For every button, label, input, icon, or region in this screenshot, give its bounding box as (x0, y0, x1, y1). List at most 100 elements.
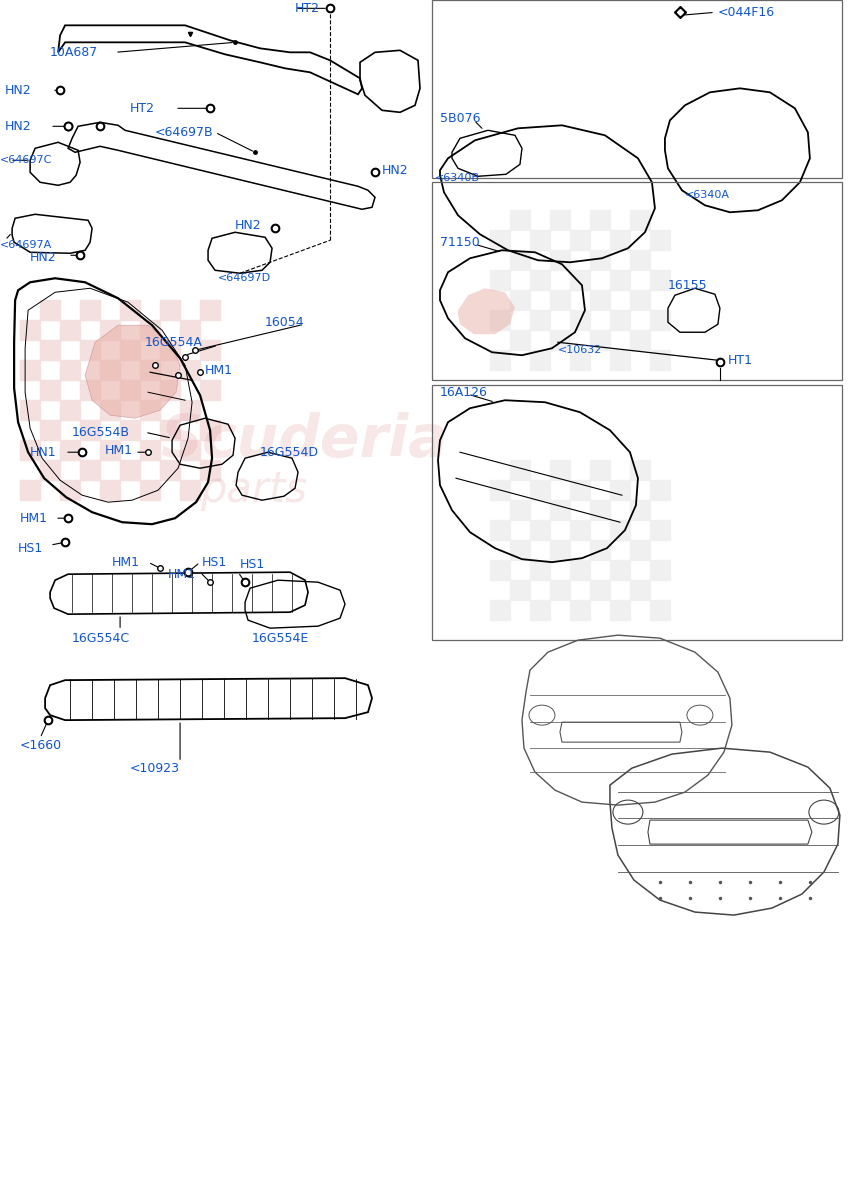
Text: HN2: HN2 (5, 84, 31, 97)
Bar (570, 230, 590, 251)
Bar (140, 401, 160, 420)
Text: 16G554D: 16G554D (260, 445, 319, 458)
Text: <044F16: <044F16 (718, 6, 775, 19)
Bar (590, 290, 610, 311)
Bar (650, 270, 670, 290)
Text: Scuderia: Scuderia (160, 412, 448, 469)
Bar (200, 341, 220, 360)
Bar (530, 520, 550, 540)
Bar (40, 341, 60, 360)
Bar (40, 461, 60, 480)
Bar (630, 461, 650, 480)
Text: HN2: HN2 (235, 218, 261, 232)
Bar (610, 311, 630, 330)
Bar (40, 300, 60, 320)
Text: <64697C: <64697C (0, 155, 53, 166)
Bar (160, 341, 180, 360)
Bar (550, 210, 570, 230)
Text: <64697A: <64697A (0, 240, 53, 251)
Bar (200, 380, 220, 401)
Bar (610, 350, 630, 371)
Bar (20, 440, 40, 461)
Bar (180, 360, 200, 380)
Bar (490, 270, 510, 290)
Bar (120, 300, 140, 320)
Bar (160, 461, 180, 480)
Bar (650, 480, 670, 500)
Bar (610, 520, 630, 540)
Bar (530, 230, 550, 251)
Bar (120, 461, 140, 480)
Bar (510, 461, 530, 480)
Text: HM1: HM1 (205, 364, 233, 377)
Text: 16155: 16155 (668, 278, 707, 292)
Bar (630, 580, 650, 600)
Bar (60, 320, 80, 341)
Bar (140, 440, 160, 461)
Bar (140, 320, 160, 341)
Bar (100, 320, 120, 341)
Bar (630, 500, 650, 520)
Bar (20, 360, 40, 380)
Text: HS1: HS1 (18, 541, 43, 554)
Bar (490, 560, 510, 580)
Bar (610, 560, 630, 580)
Bar (140, 360, 160, 380)
Bar (650, 230, 670, 251)
Bar (160, 300, 180, 320)
Text: 16G554B: 16G554B (72, 426, 130, 439)
Bar (490, 350, 510, 371)
Bar (20, 320, 40, 341)
Text: 10A687: 10A687 (50, 46, 99, 59)
Bar (610, 270, 630, 290)
Bar (200, 461, 220, 480)
Bar (120, 380, 140, 401)
Bar (650, 520, 670, 540)
Bar (432, 385, 842, 640)
Text: <64697B: <64697B (155, 126, 214, 139)
Bar (570, 311, 590, 330)
Bar (630, 251, 650, 270)
Text: 16054: 16054 (265, 316, 305, 329)
Bar (530, 350, 550, 371)
Bar (100, 440, 120, 461)
Bar (530, 270, 550, 290)
Text: HT2: HT2 (130, 102, 155, 115)
Text: <6340B: <6340B (435, 173, 480, 184)
Bar (510, 580, 530, 600)
Bar (80, 300, 100, 320)
Bar (510, 210, 530, 230)
Bar (610, 230, 630, 251)
Bar (120, 420, 140, 440)
Bar (530, 311, 550, 330)
Bar (550, 461, 570, 480)
Bar (570, 480, 590, 500)
Text: HN2: HN2 (30, 251, 57, 264)
Bar (200, 420, 220, 440)
Text: 71150: 71150 (440, 235, 480, 248)
Bar (140, 480, 160, 500)
Text: HN2: HN2 (382, 163, 408, 176)
Text: HT1: HT1 (728, 354, 753, 367)
Bar (20, 401, 40, 420)
Bar (432, 0, 842, 179)
Bar (180, 401, 200, 420)
Text: HS1: HS1 (202, 556, 227, 569)
Bar (510, 540, 530, 560)
Text: <1660: <1660 (20, 739, 62, 751)
Bar (60, 401, 80, 420)
Bar (160, 420, 180, 440)
Bar (650, 350, 670, 371)
Bar (100, 401, 120, 420)
Bar (100, 360, 120, 380)
Bar (60, 440, 80, 461)
Text: HS1: HS1 (240, 558, 266, 571)
Bar (630, 330, 650, 350)
Bar (490, 311, 510, 330)
Bar (530, 560, 550, 580)
Bar (570, 520, 590, 540)
Text: <10923: <10923 (130, 762, 180, 775)
Bar (60, 360, 80, 380)
Bar (590, 500, 610, 520)
Bar (550, 580, 570, 600)
